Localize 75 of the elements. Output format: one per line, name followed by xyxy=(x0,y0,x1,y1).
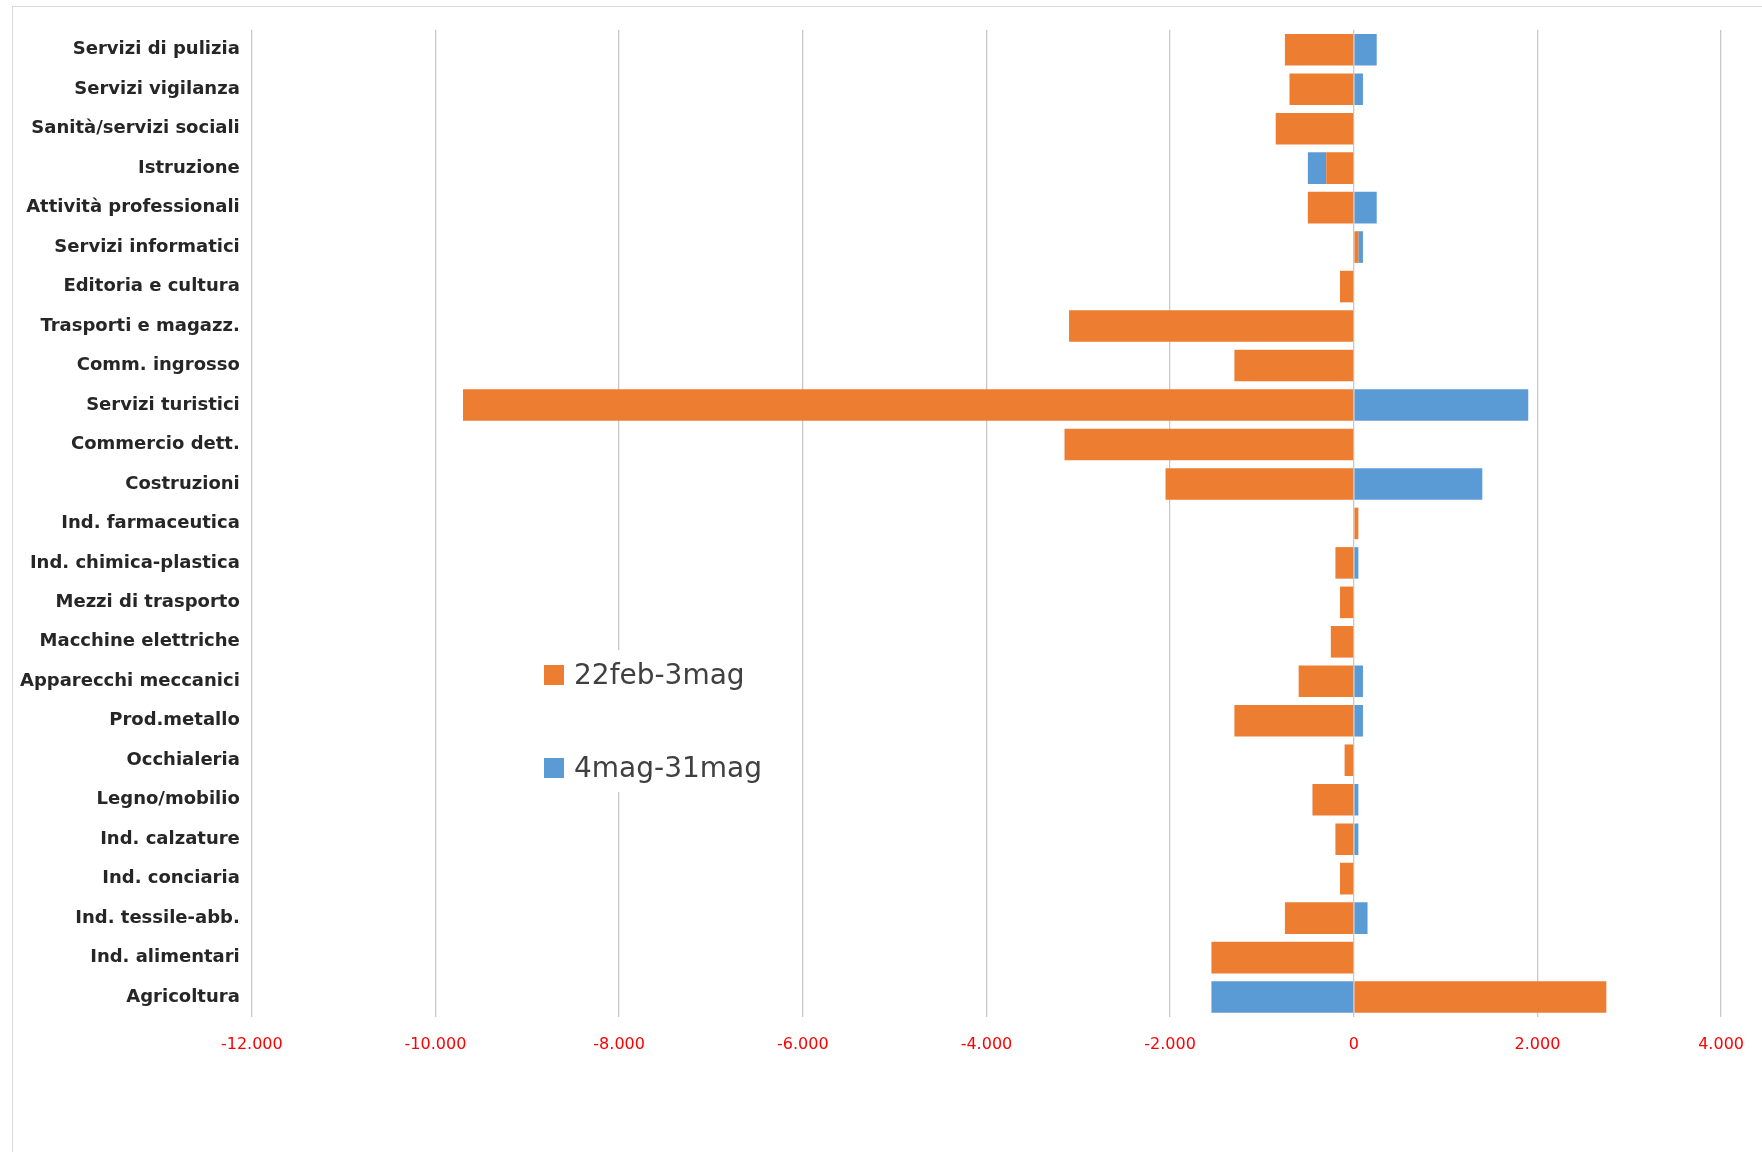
bar xyxy=(1234,349,1354,382)
bar xyxy=(1326,152,1354,184)
x-tick-label: -8.000 xyxy=(593,1033,645,1053)
bar xyxy=(1284,33,1354,66)
bar xyxy=(1340,270,1354,303)
y-tick-label: Ind. alimentari xyxy=(90,945,240,967)
bar xyxy=(1234,704,1354,737)
y-tick-label: Agricoltura xyxy=(126,984,240,1006)
y-tick-label: Ind. tessile-abb. xyxy=(75,905,240,927)
y-tick-label: Sanità/servizi sociali xyxy=(31,116,240,138)
y-tick-label: Servizi informatici xyxy=(54,234,240,256)
bar xyxy=(1354,665,1363,698)
bar xyxy=(1275,112,1354,145)
x-tick-label: -4.000 xyxy=(960,1033,1013,1053)
bar xyxy=(1358,231,1363,263)
bar xyxy=(1354,507,1359,540)
y-tick-label: Istruzione xyxy=(138,155,240,177)
y-tick-label: Servizi turistici xyxy=(86,392,240,414)
x-tick-label: 2.000 xyxy=(1514,1033,1561,1053)
bar xyxy=(1069,310,1354,342)
bar xyxy=(1211,981,1354,1013)
bar xyxy=(1335,823,1354,855)
bar xyxy=(1340,586,1354,619)
y-tick-label: Macchine elettriche xyxy=(39,629,240,651)
y-tick-label: Ind. calzature xyxy=(100,826,240,848)
bar xyxy=(1335,547,1354,579)
y-tick-label: Legno/mobilio xyxy=(96,787,240,809)
y-tick-label: Prod.metallo xyxy=(109,708,240,730)
x-tick-label: 4.000 xyxy=(1698,1033,1744,1053)
y-tick-label: Servizi vigilanza xyxy=(74,76,240,98)
bar xyxy=(1354,33,1377,66)
bar xyxy=(1354,783,1359,816)
y-tick-label: Ind. conciaria xyxy=(102,866,240,888)
x-tick-label: -6.000 xyxy=(777,1033,829,1053)
y-tick-label: Ind. chimica-plastica xyxy=(29,550,240,572)
bar xyxy=(1354,468,1483,500)
bar xyxy=(1344,744,1354,777)
y-tick-label: Mezzi di trasporto xyxy=(55,590,240,612)
bar xyxy=(1289,73,1354,105)
y-tick-label: Trasporti e magazz. xyxy=(40,313,240,335)
bar xyxy=(1354,704,1363,737)
bar xyxy=(1064,428,1354,461)
bar xyxy=(1354,547,1359,579)
y-tick-label: Apparecchi meccanici xyxy=(20,668,240,690)
bar xyxy=(1165,468,1354,500)
x-tick-label: 0 xyxy=(1348,1033,1359,1053)
x-tick-label: -2.000 xyxy=(1144,1033,1196,1053)
bar xyxy=(1354,823,1359,855)
bar xyxy=(1354,981,1607,1013)
bar xyxy=(1354,191,1377,224)
x-tick-label: -12.000 xyxy=(220,1033,283,1053)
legend-label: 4mag-31mag xyxy=(574,751,762,784)
y-tick-label: Occhialeria xyxy=(126,747,240,769)
bar xyxy=(1211,941,1354,974)
y-tick-label: Servizi di pulizia xyxy=(72,37,240,59)
bar xyxy=(1330,626,1354,658)
bar xyxy=(1284,902,1354,934)
bar xyxy=(1354,902,1368,934)
y-tick-label: Commercio dett. xyxy=(71,432,240,454)
bar xyxy=(1298,665,1354,698)
y-tick-label: Comm. ingrosso xyxy=(76,353,240,375)
y-tick-label: Editoria e cultura xyxy=(63,274,240,296)
bar xyxy=(1354,73,1363,105)
bar xyxy=(463,389,1354,421)
bar xyxy=(1354,231,1359,263)
bar xyxy=(1354,389,1529,421)
y-tick-label: Ind. farmaceutica xyxy=(61,511,240,533)
legend-label: 22feb-3mag xyxy=(574,658,745,691)
bar xyxy=(1307,191,1354,224)
bar xyxy=(1307,152,1327,184)
bar xyxy=(1340,862,1354,895)
bar xyxy=(1312,783,1354,816)
x-tick-label: -10.000 xyxy=(404,1033,467,1053)
y-tick-label: Costruzioni xyxy=(125,471,240,493)
y-tick-label: Attività professionali xyxy=(26,195,240,217)
